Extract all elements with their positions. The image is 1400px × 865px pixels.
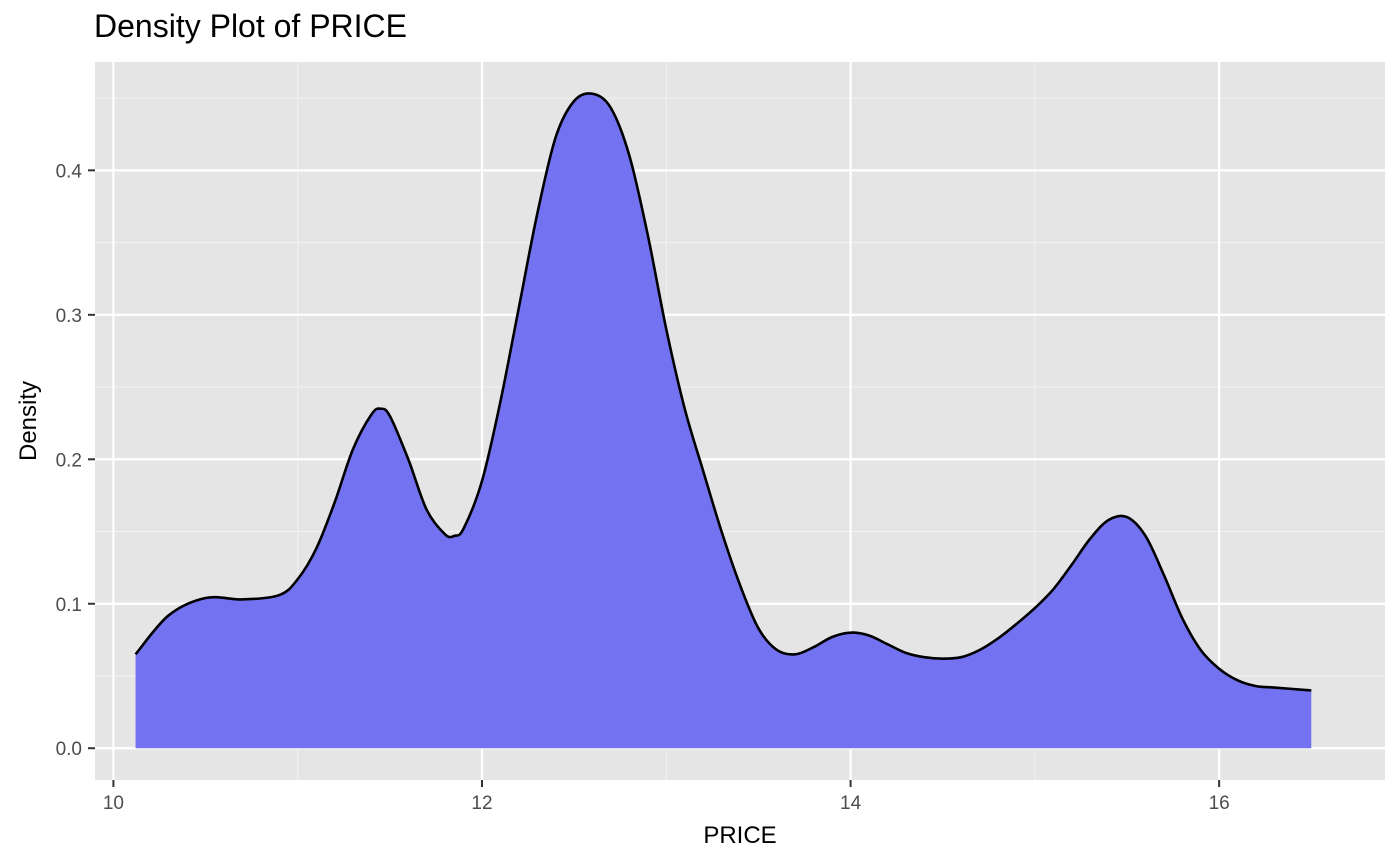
- y-tick-label: 0.4: [56, 161, 83, 182]
- y-axis-title: Density: [15, 381, 42, 461]
- y-tick-label: 0.1: [56, 595, 82, 616]
- y-tick-label: 0.3: [56, 306, 82, 327]
- x-tick-label: 16: [1209, 793, 1230, 814]
- y-axis: 0.0 0.1 0.2 0.3 0.4: [56, 161, 95, 760]
- x-tick-label: 12: [471, 793, 492, 814]
- x-tick-label: 14: [840, 793, 862, 814]
- density-line: [134, 92, 1312, 692]
- chart-title: Density Plot of PRICE: [94, 8, 407, 44]
- x-axis-title: PRICE: [703, 822, 776, 849]
- y-tick-label: 0.0: [56, 739, 82, 760]
- x-tick-label: 10: [103, 793, 124, 814]
- x-axis: 10 12 14 16: [103, 780, 1230, 814]
- density-area: [135, 93, 1312, 749]
- y-tick-label: 0.2: [56, 450, 82, 471]
